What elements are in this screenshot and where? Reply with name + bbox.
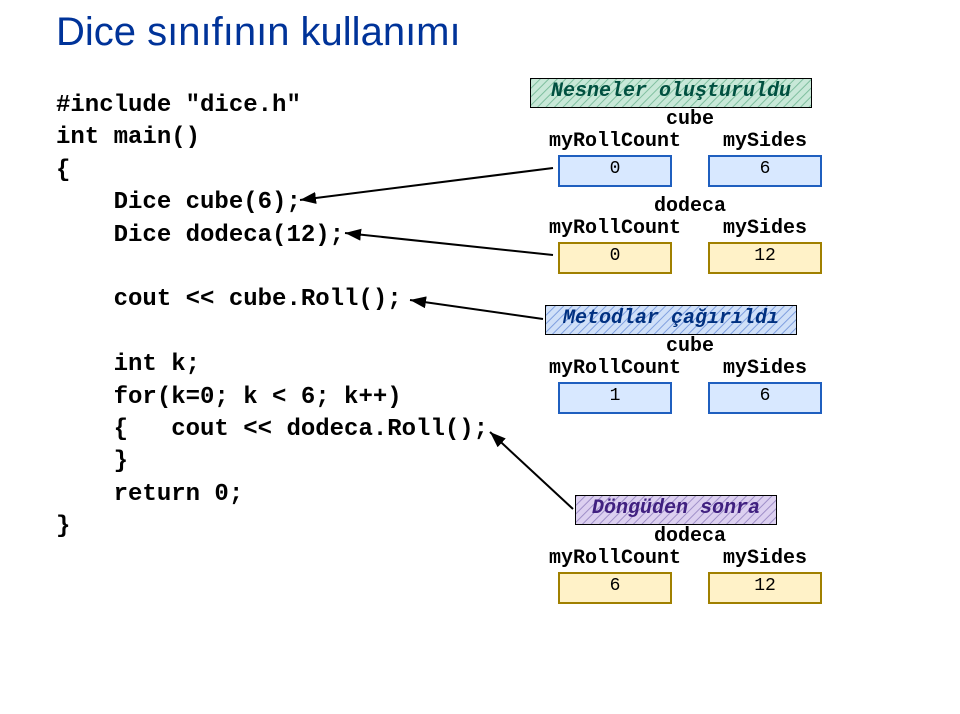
obj-cube2-fields: myRollCount 1 mySides 6: [540, 357, 840, 414]
obj-dodeca1-name: dodeca: [540, 195, 840, 218]
field-value: 6: [708, 155, 822, 187]
code-block: #include "dice.h" int main() { Dice cube…: [56, 90, 488, 543]
field-value: 6: [708, 382, 822, 414]
field-label: myRollCount: [540, 357, 690, 380]
field-value: 1: [558, 382, 672, 414]
label-text: Nesneler oluşturuldu: [531, 79, 811, 105]
field-label: myRollCount: [540, 217, 690, 240]
code-line: #include "dice.h": [56, 92, 301, 119]
code-line: int main(): [56, 124, 200, 151]
label-objects-created: Nesneler oluşturuldu: [530, 78, 812, 108]
field-value: 12: [708, 242, 822, 274]
code-line: {: [56, 157, 70, 184]
label-text: Metodlar çağırıldı: [546, 306, 796, 332]
field-label: myRollCount: [540, 547, 690, 570]
code-line: cout << cube.Roll();: [56, 286, 402, 313]
code-line: Dice dodeca(12);: [56, 222, 344, 249]
obj-cube1-fields: myRollCount 0 mySides 6: [540, 130, 840, 187]
label-text: Döngüden sonra: [576, 496, 776, 522]
page-title: Dice sınıfının kullanımı: [56, 10, 461, 55]
field-value: 6: [558, 572, 672, 604]
obj-cube2-name: cube: [540, 335, 840, 358]
obj-dodeca2-name: dodeca: [540, 525, 840, 548]
obj-cube1-name: cube: [540, 108, 840, 131]
code-line: }: [56, 448, 128, 475]
code-line: return 0;: [56, 481, 243, 508]
field-label: myRollCount: [540, 130, 690, 153]
obj-dodeca1-fields: myRollCount 0 mySides 12: [540, 217, 840, 274]
field-value: 0: [558, 242, 672, 274]
code-line: Dice cube(6);: [56, 189, 301, 216]
code-line: }: [56, 513, 70, 540]
field-label: mySides: [690, 547, 840, 570]
field-value: 12: [708, 572, 822, 604]
label-after-loop: Döngüden sonra: [575, 495, 777, 525]
obj-dodeca2-fields: myRollCount 6 mySides 12: [540, 547, 840, 604]
code-line: int k;: [56, 351, 200, 378]
label-methods-called: Metodlar çağırıldı: [545, 305, 797, 335]
field-value: 0: [558, 155, 672, 187]
code-line: { cout << dodeca.Roll();: [56, 416, 488, 443]
code-line: for(k=0; k < 6; k++): [56, 384, 402, 411]
field-label: mySides: [690, 217, 840, 240]
field-label: mySides: [690, 130, 840, 153]
field-label: mySides: [690, 357, 840, 380]
